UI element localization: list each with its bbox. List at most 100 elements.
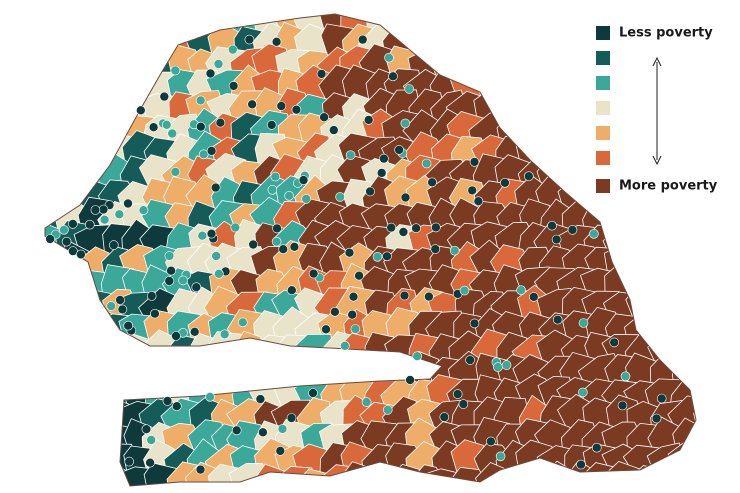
region <box>72 137 115 172</box>
city-dot <box>404 84 415 94</box>
region <box>650 14 685 17</box>
region <box>450 14 490 44</box>
region <box>560 154 600 196</box>
region <box>45 20 52 63</box>
region <box>605 114 641 152</box>
region <box>276 14 311 20</box>
region <box>666 312 696 352</box>
region <box>72 69 121 106</box>
city-dot <box>405 375 415 385</box>
region <box>95 356 137 395</box>
region <box>165 14 204 43</box>
city-dot <box>255 394 266 404</box>
region <box>667 224 696 261</box>
region <box>76 115 116 155</box>
city-dot <box>328 125 339 135</box>
region <box>94 28 137 65</box>
region <box>78 331 118 376</box>
city-dot <box>146 291 157 301</box>
city-dot <box>427 177 437 188</box>
region <box>45 200 49 238</box>
city-dot <box>376 168 387 178</box>
region <box>299 14 340 17</box>
region <box>45 178 48 215</box>
city-dot <box>109 240 119 250</box>
city-dot <box>528 292 539 302</box>
region <box>101 65 140 106</box>
city-dot <box>523 171 534 181</box>
region <box>45 287 74 333</box>
region <box>56 48 94 86</box>
region <box>99 14 141 42</box>
region <box>561 20 598 68</box>
region <box>45 268 52 305</box>
region <box>493 467 535 486</box>
city-dot <box>230 222 241 233</box>
city-dot <box>68 246 78 256</box>
legend-swatch <box>596 126 610 140</box>
region <box>689 357 696 393</box>
region <box>538 14 577 21</box>
city-dot <box>289 242 300 252</box>
city-dot <box>247 99 257 110</box>
region <box>648 462 693 486</box>
region <box>45 91 74 132</box>
city-dot <box>308 268 319 279</box>
city-dot <box>412 351 423 362</box>
city-dot <box>115 295 125 305</box>
region <box>56 135 91 175</box>
region <box>689 371 696 416</box>
region <box>45 266 75 304</box>
region <box>45 375 77 415</box>
region <box>540 43 577 86</box>
region <box>55 114 98 152</box>
region <box>230 14 273 18</box>
region <box>53 330 94 371</box>
region <box>555 131 600 175</box>
city-dot <box>386 222 397 233</box>
city-dot <box>275 446 286 456</box>
region <box>45 22 75 68</box>
city-dot <box>609 337 620 348</box>
city-dot <box>372 251 383 262</box>
city-dot <box>231 425 242 436</box>
region <box>695 69 696 107</box>
region <box>628 219 666 260</box>
city-dot <box>145 457 155 468</box>
region <box>425 26 467 65</box>
city-dot <box>123 198 133 209</box>
region <box>561 44 599 84</box>
city-dot <box>146 435 156 445</box>
region <box>101 14 136 19</box>
city-dot <box>136 105 146 116</box>
region <box>651 310 691 349</box>
city-dot <box>321 324 331 335</box>
city-dot <box>500 178 510 188</box>
city-dot <box>656 393 667 404</box>
region <box>45 88 47 128</box>
region <box>629 111 669 152</box>
city-dot <box>495 451 506 462</box>
region <box>45 114 49 151</box>
city-dot <box>379 153 389 164</box>
region <box>45 14 49 25</box>
region <box>183 356 227 394</box>
city-dot <box>486 436 496 447</box>
city-dot <box>117 304 128 315</box>
region <box>651 200 692 243</box>
city-dot <box>272 223 282 234</box>
region <box>536 66 579 107</box>
region <box>560 89 599 129</box>
region <box>45 14 74 18</box>
city-dot <box>400 118 411 129</box>
region <box>666 48 696 83</box>
region <box>77 395 117 435</box>
region <box>93 43 140 84</box>
legend-label: Less poverty <box>619 26 713 41</box>
region <box>45 355 76 397</box>
city-dot <box>59 225 69 235</box>
city-dot <box>651 413 662 424</box>
region <box>409 14 445 41</box>
region <box>45 132 53 174</box>
region <box>629 43 669 91</box>
